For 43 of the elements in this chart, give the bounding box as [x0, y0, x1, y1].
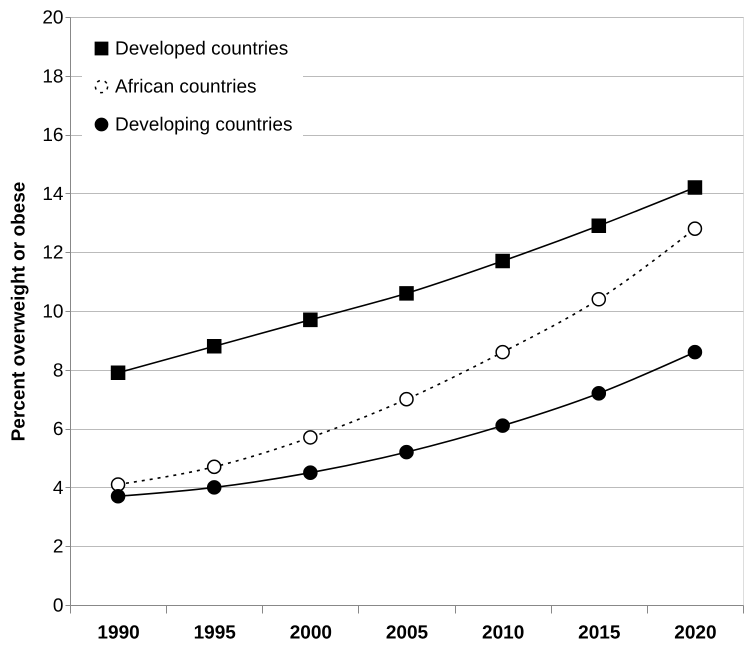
y-tick-label: 20 [42, 8, 64, 28]
x-tick-label: 2015 [578, 622, 621, 644]
point [110, 488, 126, 504]
legend-label: Developed countries [115, 38, 288, 60]
point [110, 477, 126, 492]
point [110, 365, 126, 380]
point [206, 480, 222, 495]
point [206, 339, 222, 354]
y-tick-label: 2 [52, 536, 64, 558]
legend-label: Developing countries [115, 114, 292, 136]
point [688, 344, 702, 360]
point [303, 430, 318, 445]
x-tick-label: 1990 [97, 622, 140, 644]
y-tick-label: 4 [52, 478, 64, 499]
y-tick-label: 6 [52, 419, 64, 440]
y-axis-title: Percent overweight or obese [8, 182, 30, 442]
x-tick-label: 2020 [674, 622, 717, 644]
y-tick-label: 16 [42, 125, 64, 146]
point [688, 221, 702, 236]
point [592, 292, 606, 306]
point [303, 312, 318, 328]
point [592, 218, 606, 234]
point [495, 254, 510, 268]
x-tick-label: 2005 [386, 622, 429, 644]
point [495, 418, 510, 433]
y-tick-label: 10 [42, 302, 64, 322]
legend-label: African countries [115, 76, 257, 98]
point [399, 392, 414, 406]
point [206, 460, 222, 474]
x-tick-label: 2000 [290, 622, 332, 644]
point [688, 180, 702, 195]
y-tick-label: 18 [42, 66, 64, 88]
y-tick-label: 14 [42, 184, 64, 205]
x-tick-label: 1995 [194, 622, 236, 644]
point [399, 444, 414, 460]
x-tick-label: 2010 [482, 622, 524, 644]
point [399, 286, 414, 301]
y-tick-label: 0 [52, 596, 64, 616]
point [592, 386, 606, 401]
y-tick-label: 12 [42, 242, 64, 264]
point [303, 465, 318, 480]
y-tick-label: 8 [52, 360, 64, 382]
point [495, 344, 510, 360]
